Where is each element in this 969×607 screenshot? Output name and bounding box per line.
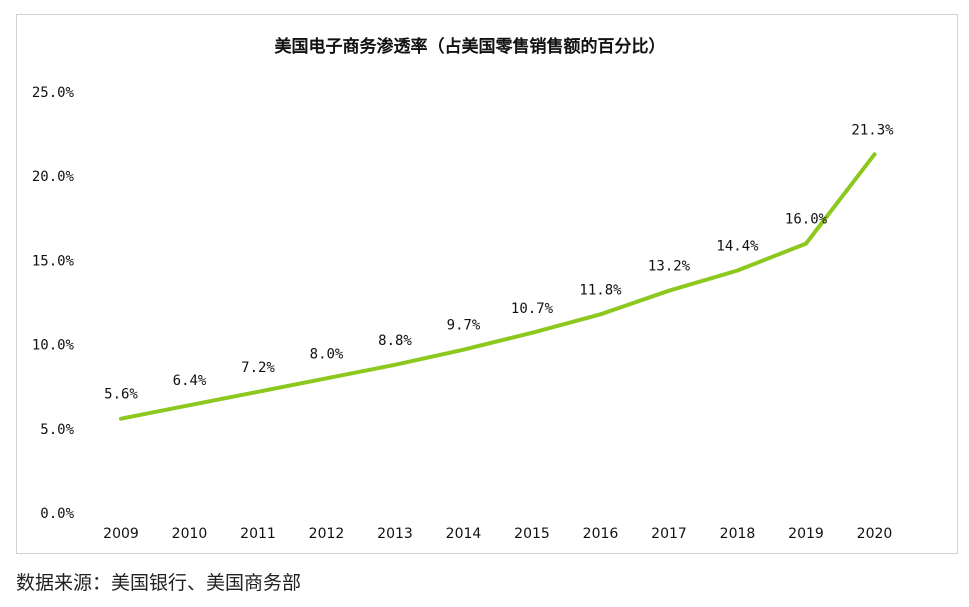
data-label: 5.6%: [104, 387, 138, 403]
data-point: [188, 403, 192, 407]
data-point: [599, 312, 603, 316]
data-point: [667, 289, 671, 293]
data-point: [736, 269, 740, 273]
data-labels: 5.6% 6.4% 7.2% 8.0% 8.8% 9.7% 10.7% 11.8% 13.2% 1…: [104, 122, 894, 402]
source-note: 数据来源：美国银行、美国商务部: [16, 572, 302, 594]
data-label: 21.3%: [851, 122, 894, 138]
data-point: [873, 152, 877, 156]
x-tick-label: 2012: [309, 526, 345, 542]
y-tick-label: 25.0%: [32, 85, 75, 101]
data-label: 8.8%: [378, 333, 412, 349]
x-tick-label: 2020: [857, 526, 893, 542]
y-tick-label: 20.0%: [32, 169, 75, 185]
data-point: [393, 363, 397, 367]
x-axis: 2009 2010 2011 2012 2013 2014 2015 2016 2017 2018…: [103, 526, 892, 542]
x-tick-label: 2014: [446, 526, 482, 542]
x-tick-label: 2013: [377, 526, 413, 542]
x-tick-label: 2019: [788, 526, 824, 542]
data-point: [256, 390, 260, 394]
x-tick-label: 2015: [514, 526, 550, 542]
data-label: 16.0%: [785, 212, 828, 228]
y-tick-label: 15.0%: [32, 253, 75, 269]
series-layer: [119, 152, 877, 421]
chart-frame: [16, 14, 958, 554]
data-label: 9.7%: [447, 318, 481, 334]
x-tick-label: 2011: [240, 526, 276, 542]
data-label: 11.8%: [579, 282, 622, 298]
x-tick-label: 2010: [172, 526, 208, 542]
data-point: [462, 348, 466, 352]
chart-title: 美国电子商务渗透率（占美国零售销售额的百分比）: [275, 36, 666, 57]
x-tick-label: 2018: [720, 526, 756, 542]
data-point: [804, 242, 808, 246]
y-tick-label: 10.0%: [32, 338, 75, 354]
y-tick-label: 5.0%: [40, 422, 74, 438]
series-line: [119, 152, 877, 421]
data-label: 7.2%: [241, 360, 275, 376]
y-axis: 0.0% 5.0% 10.0% 15.0% 20.0% 25.0%: [32, 85, 75, 522]
data-label: 14.4%: [716, 239, 759, 255]
data-label: 10.7%: [511, 301, 554, 317]
y-tick-label: 0.0%: [40, 506, 74, 522]
data-label: 6.4%: [173, 373, 207, 389]
data-point: [325, 376, 329, 380]
x-tick-label: 2009: [103, 526, 139, 542]
data-point: [119, 417, 123, 421]
x-tick-label: 2017: [651, 526, 687, 542]
data-label: 13.2%: [648, 259, 691, 275]
x-tick-label: 2016: [583, 526, 619, 542]
data-label: 8.0%: [310, 346, 344, 362]
data-point: [530, 331, 534, 335]
